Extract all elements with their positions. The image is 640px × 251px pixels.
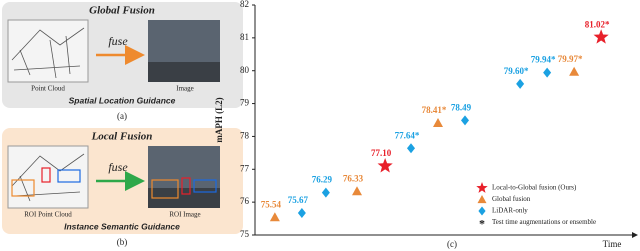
y-tick-label: 80 (240, 65, 250, 75)
roi-box (57, 169, 81, 183)
point-cloud-image (7, 145, 89, 209)
panel-title: Global Fusion (89, 5, 155, 17)
y-tick-label: 75 (240, 229, 250, 239)
point-cloud-lines (11, 27, 85, 79)
legend-marker: * (479, 216, 485, 230)
left-label: ROI Point Cloud (24, 211, 72, 219)
legend-marker (478, 206, 486, 216)
point (269, 212, 280, 222)
point (321, 187, 330, 198)
guidance: Instance Semantic Guidance (64, 221, 180, 231)
camera-road (148, 188, 220, 208)
legend-label: Local-to-Global fusion (Ours) (492, 184, 577, 192)
fuse-label: fuse (108, 160, 128, 174)
point (461, 115, 469, 126)
value-label: 76.29 (312, 175, 333, 185)
camera-road (148, 62, 220, 82)
fuse-label: fuse (108, 34, 128, 48)
caption: (a) (117, 111, 127, 121)
point-cloud-image (7, 19, 89, 83)
legend-marker (476, 182, 488, 193)
y-tick-label: 77 (240, 163, 250, 173)
y-axis-label: mAPH (L2) (214, 97, 224, 142)
value-label: 79.94* (531, 55, 556, 65)
legend-marker (477, 195, 487, 204)
point (297, 207, 306, 218)
value-label: 78.41* (422, 105, 447, 115)
y-tick-label: 79 (240, 98, 250, 108)
right-label: Image (176, 85, 194, 93)
panel-local: Local Fusion fuse ROI Point Cloud ROI Im… (2, 128, 243, 247)
point (377, 158, 393, 173)
roi-box (41, 167, 51, 183)
legend-label: LiDAR-only (492, 207, 528, 215)
right-label: ROI Image (169, 211, 200, 219)
value-label: 75.54 (261, 199, 282, 209)
chart-caption: (c) (447, 239, 457, 249)
legend-label: Global fusion (492, 195, 531, 203)
y-tick-label: 82 (240, 0, 249, 9)
roi-box (151, 179, 179, 199)
x-axis-label: Time (603, 239, 622, 249)
value-label: 78.49 (451, 102, 472, 112)
value-label: 79.97* (558, 54, 583, 64)
left-label: Point Cloud (31, 85, 65, 93)
panel-title: Local Fusion (91, 131, 153, 143)
point (569, 66, 580, 76)
value-label: 81.02* (585, 19, 610, 29)
roi-box (181, 177, 191, 195)
point (352, 186, 362, 196)
caption: (b) (117, 237, 128, 247)
value-label: 77.64* (395, 130, 420, 140)
point (516, 78, 525, 89)
point (407, 143, 415, 154)
point (433, 117, 443, 127)
point (543, 67, 552, 78)
roi-box (193, 179, 217, 193)
x-axis-arrow (632, 232, 638, 238)
value-label: 77.10 (371, 148, 392, 158)
point (593, 29, 609, 44)
y-tick-label: 78 (240, 130, 250, 140)
y-tick-label: 76 (240, 196, 250, 206)
value-label: 76.33 (343, 173, 364, 183)
panel-global: Global Fusion fuse Point Cloud Image Spa… (2, 2, 243, 121)
guidance: Spatial Location Guidance (69, 95, 176, 105)
roi-box (11, 179, 35, 197)
value-label: 79.60* (504, 66, 529, 76)
legend-label: Test time augmentations or ensemble (492, 218, 596, 226)
y-tick-label: 81 (240, 32, 249, 42)
value-label: 75.67 (288, 195, 309, 205)
